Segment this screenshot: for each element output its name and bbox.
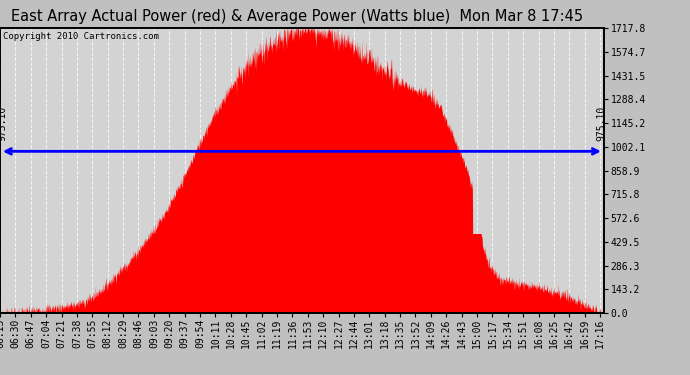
Text: 975.10: 975.10 xyxy=(0,106,8,141)
Text: 975.10: 975.10 xyxy=(596,106,606,141)
Text: Copyright 2010 Cartronics.com: Copyright 2010 Cartronics.com xyxy=(3,32,159,41)
Text: East Array Actual Power (red) & Average Power (Watts blue)  Mon Mar 8 17:45: East Array Actual Power (red) & Average … xyxy=(10,9,583,24)
